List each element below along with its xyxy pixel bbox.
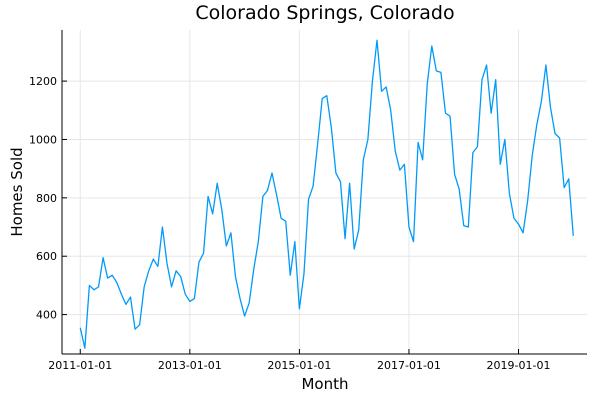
y-tick-label: 1000: [29, 133, 57, 146]
y-tick-label: 1200: [29, 75, 57, 88]
x-axis-label: Month: [301, 375, 348, 393]
y-tick-label: 600: [36, 250, 57, 263]
y-tick-label: 400: [36, 309, 57, 322]
grid-lines: [62, 30, 587, 354]
x-tick-label: 2017-01-01: [377, 359, 441, 372]
axes: [61, 30, 587, 355]
x-tick-label: 2015-01-01: [267, 359, 331, 372]
series-layer: [79, 39, 574, 349]
chart-title: Colorado Springs, Colorado: [195, 2, 454, 24]
y-axis-label: Homes Sold: [8, 147, 26, 236]
x-tick-label: 2013-01-01: [158, 359, 222, 372]
y-ticks: 400 600 800 1000 1200: [29, 75, 67, 322]
series-line: [79, 39, 574, 349]
y-tick-label: 800: [36, 192, 57, 205]
x-tick-label: 2011-01-01: [48, 359, 112, 372]
x-tick-label: 2019-01-01: [487, 359, 551, 372]
x-ticks: 2011-01-01 2013-01-01 2015-01-01 2017-01-01…: [48, 349, 550, 372]
